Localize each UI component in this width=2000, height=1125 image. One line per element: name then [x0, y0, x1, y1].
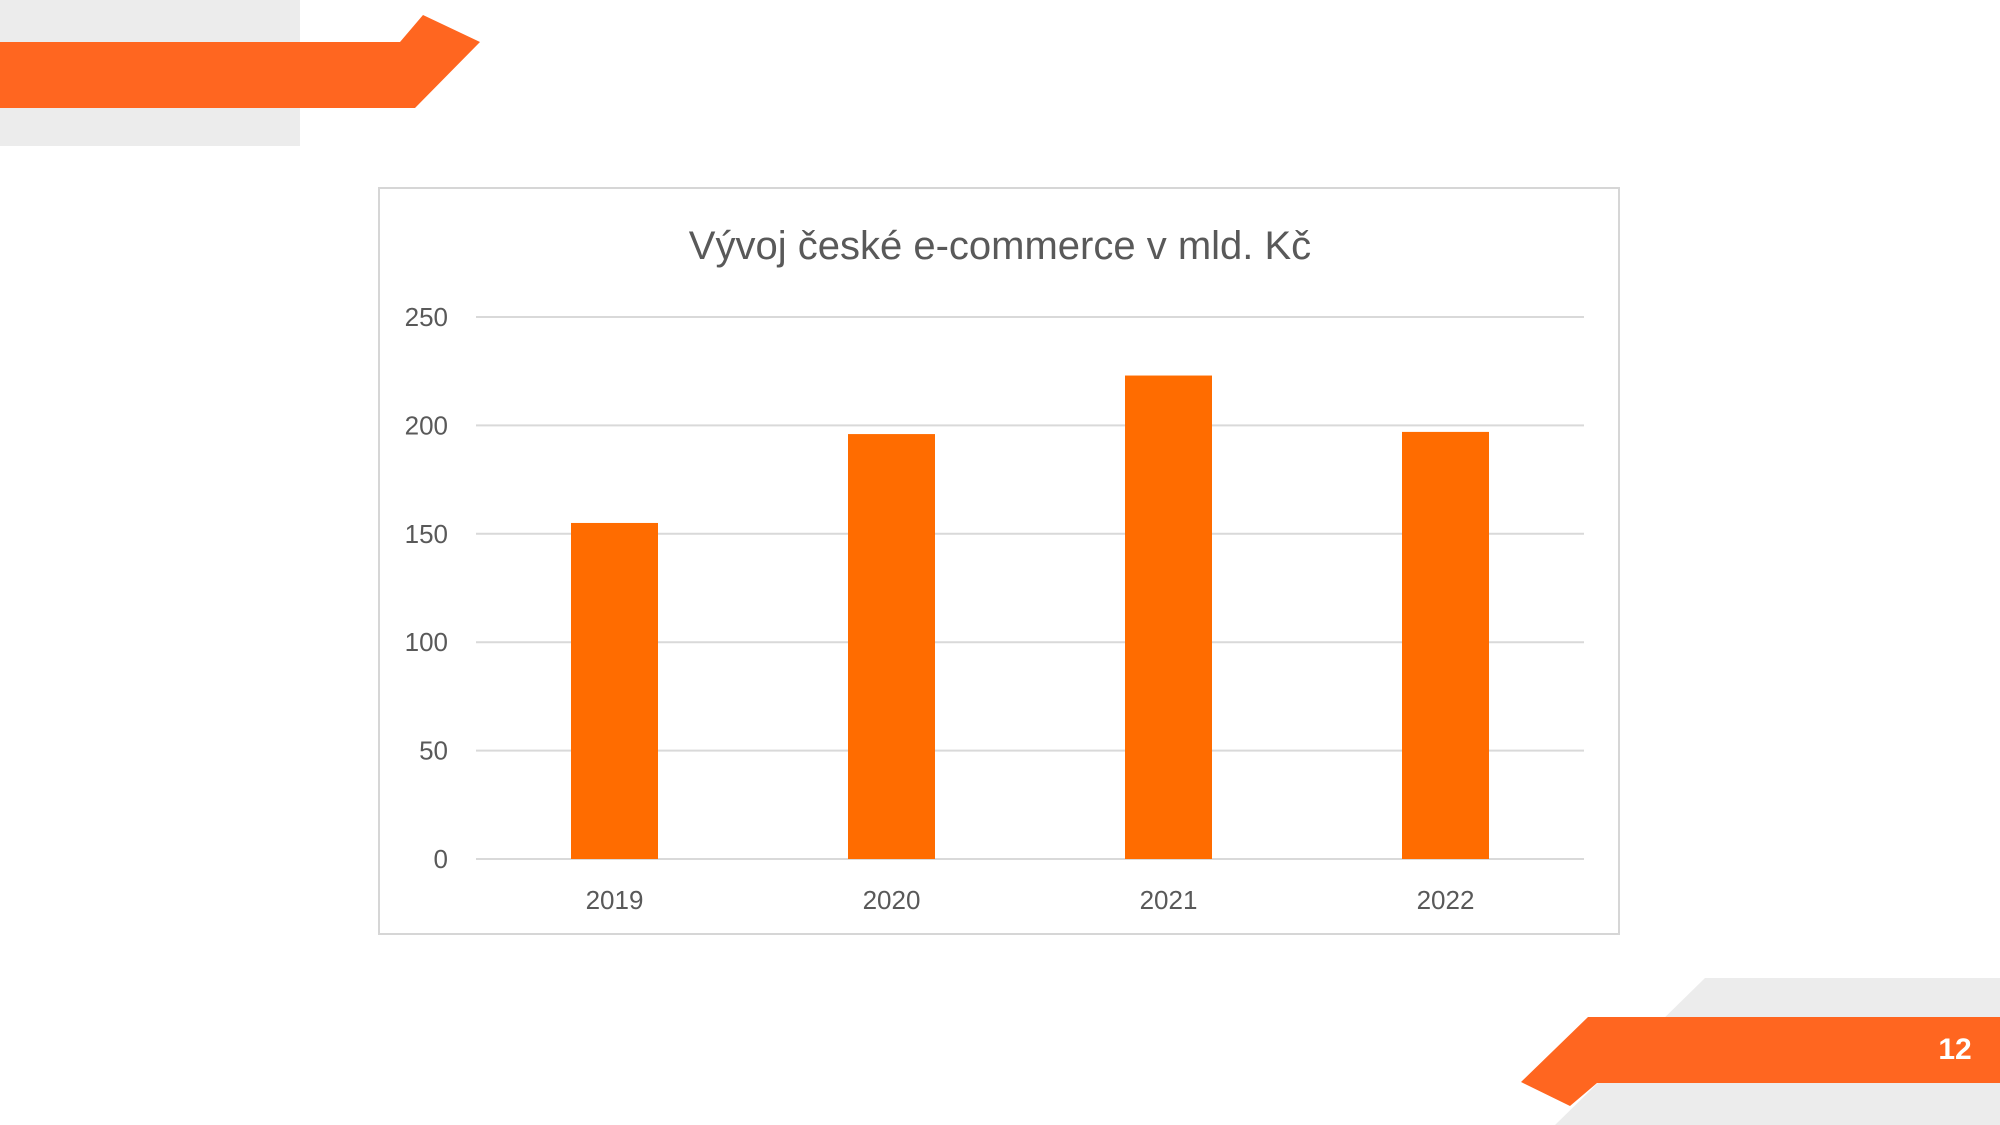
gridlines: [476, 316, 1584, 860]
bar-2021: [1125, 375, 1212, 859]
bar-chart: Vývoj české e-commerce v mld. Kč 0 50 100 1…: [405, 224, 1584, 915]
page-number: 12: [1938, 1033, 1972, 1066]
top-left-orange-ribbon: [0, 15, 480, 108]
chart-title: Vývoj české e-commerce v mld. Kč: [689, 224, 1311, 268]
bar-2020: [848, 434, 935, 859]
x-tick-label: 2019: [586, 885, 644, 915]
bar-2019: [571, 522, 658, 859]
x-tick-label: 2020: [863, 885, 921, 915]
y-tick-label: 150: [405, 519, 448, 549]
x-tick-label: 2021: [1140, 885, 1198, 915]
y-tick-label: 200: [405, 410, 448, 440]
y-tick-label: 50: [419, 736, 448, 766]
y-tick-label: 250: [405, 302, 448, 332]
bars: [571, 375, 1489, 859]
y-tick-label: 100: [405, 627, 448, 657]
x-axis-ticks: 2019 2020 2021 2022: [586, 885, 1475, 915]
y-tick-label: 0: [434, 844, 448, 874]
chart-frame: Vývoj české e-commerce v mld. Kč 0 50 100 1…: [378, 187, 1620, 935]
bottom-right-orange-ribbon: [1521, 1017, 2000, 1106]
x-tick-label: 2022: [1417, 885, 1475, 915]
y-axis-ticks: 0 50 100 150 200 250: [405, 302, 448, 874]
bar-2022: [1402, 431, 1489, 859]
